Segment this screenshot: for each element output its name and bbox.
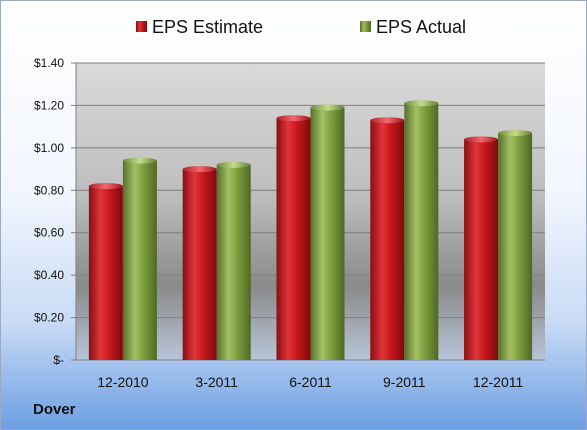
bar-eps-actual-body: [216, 164, 251, 360]
bar-eps-estimate-body: [370, 120, 405, 361]
y-tick-label: $0.80: [34, 183, 64, 197]
bar-eps-actual: [216, 161, 251, 360]
x-tick-label: 12-2010: [97, 374, 149, 390]
bar-eps-actual-cap: [404, 100, 439, 107]
x-axis: 12-2010 3-2011 6-2011 9-2011 12-2011: [97, 374, 523, 390]
y-axis: $- $0.20 $0.40 $0.60 $0.80 $1.00 $1.20 $1.40: [34, 56, 77, 367]
legend-label-estimate: EPS Estimate: [152, 17, 263, 37]
bar-eps-actual-body: [404, 103, 439, 361]
bars: [88, 100, 533, 361]
bar-eps-estimate-cap: [370, 117, 405, 124]
bar-eps-actual-body: [310, 107, 345, 360]
bar-eps-actual-cap: [122, 157, 157, 164]
bar-eps-estimate: [88, 183, 123, 360]
bar-eps-actual: [310, 104, 345, 360]
bar-eps-actual-body: [122, 160, 157, 360]
bar-eps-estimate-cap: [88, 183, 123, 190]
y-tick-label: $0.60: [34, 226, 64, 240]
legend: EPS Estimate EPS Actual: [136, 17, 466, 37]
y-tick-label: $0.40: [34, 268, 64, 282]
y-tick-label: $0.20: [34, 311, 64, 325]
bar-eps-estimate: [182, 166, 217, 360]
bar-eps-actual-cap: [498, 130, 533, 137]
bar-eps-actual-body: [498, 133, 533, 360]
bar-eps-actual: [122, 157, 157, 360]
x-tick-label: 12-2011: [473, 374, 524, 390]
bar-eps-estimate-body: [464, 139, 499, 360]
bar-eps-estimate-body: [182, 169, 217, 360]
bar-eps-estimate-cap: [182, 166, 217, 173]
legend-label-actual: EPS Actual: [376, 17, 466, 37]
x-tick-label: 6-2011: [289, 374, 332, 390]
bar-eps-actual: [498, 130, 533, 360]
company-name: Dover: [33, 401, 76, 418]
bar-eps-actual-cap: [310, 104, 345, 111]
bar-eps-estimate-cap: [276, 115, 311, 122]
y-tick-label: $1.40: [34, 56, 64, 70]
bar-eps-estimate: [276, 115, 311, 361]
y-tick-label: $1.20: [34, 98, 64, 112]
bar-eps-estimate-cap: [464, 136, 499, 143]
legend-swatch-estimate: [136, 21, 147, 32]
x-tick-label: 9-2011: [383, 374, 426, 390]
x-tick-label: 3-2011: [195, 374, 238, 390]
y-tick-label: $1.00: [34, 141, 64, 155]
bar-eps-estimate: [370, 117, 405, 361]
bar-eps-actual: [404, 100, 439, 361]
bar-eps-estimate-body: [276, 118, 311, 361]
legend-swatch-actual: [360, 21, 371, 32]
bar-eps-estimate: [464, 136, 499, 360]
y-tick-label: $-: [53, 353, 64, 367]
bar-eps-estimate-body: [88, 186, 123, 360]
bar-eps-actual-cap: [216, 161, 251, 168]
